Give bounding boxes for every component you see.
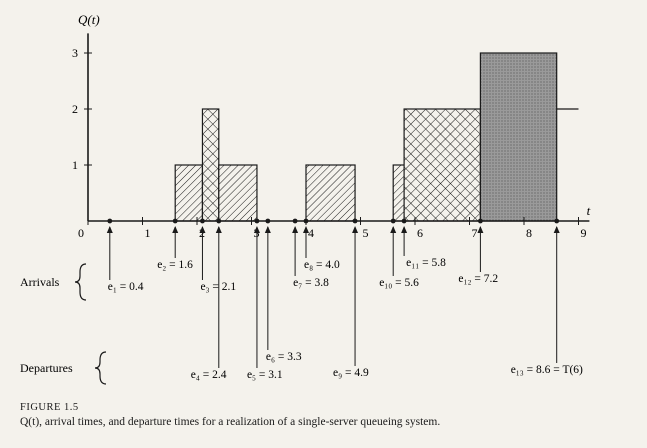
arrival-arrowhead-e10 [390, 226, 397, 233]
arrival-label-e12: e₁₂ = 7.2 [458, 273, 498, 285]
queue-chart: Q(t)t 0123456789123 e₁ = 0.4e₂ = 1.6e₃ =… [20, 12, 591, 385]
step-bar-3 [218, 164, 258, 222]
departures-brace [94, 351, 107, 385]
departure-arrowhead-e5 [253, 226, 260, 233]
arrival-label-e11: e₁₁ = 5.8 [406, 257, 446, 269]
y-tick-label-3: 3 [72, 46, 78, 60]
event-dot-e5 [254, 218, 260, 224]
arrival-label-e10: e₁₀ = 5.6 [379, 277, 419, 289]
event-dot-e13 [554, 218, 560, 224]
departure-arrowhead-e13 [553, 226, 560, 233]
departure-label-e5: e₅ = 3.1 [247, 369, 283, 381]
arrivals-row-label: Arrivals [20, 275, 60, 289]
x-tick-label-4: 4 [308, 226, 314, 240]
event-dot-e3 [200, 218, 205, 224]
event-dot-e4 [216, 218, 222, 224]
step-bar-1 [174, 164, 204, 222]
arrival-arrowhead-e7 [292, 226, 299, 233]
step-bar-11 [479, 52, 558, 222]
event-dot-e6 [265, 218, 271, 224]
departure-arrowhead-e9 [352, 226, 359, 233]
departure-arrowhead-e6 [264, 226, 271, 233]
y-tick-label-2: 2 [72, 102, 78, 116]
event-dot-e8 [303, 218, 309, 224]
event-dot-e12 [478, 218, 483, 224]
event-dot-e11 [401, 218, 407, 224]
step-bar-7 [305, 164, 356, 222]
x-tick-label-1: 1 [145, 226, 151, 240]
event-dot-e10 [390, 218, 396, 224]
arrival-arrowhead-e3 [199, 226, 206, 233]
caption-text: Q(t), arrival times, and departure times… [20, 416, 441, 428]
arrival-arrowhead-e8 [303, 226, 309, 233]
step-bar-2 [201, 108, 220, 222]
figure-label: FIGURE 1.5 [20, 402, 79, 413]
arrival-label-e8: e₈ = 4.0 [304, 259, 340, 271]
departures-row-label: Departures [20, 361, 73, 375]
departure-label-e13: e₁₃ = 8.6 = T(6) [511, 364, 583, 376]
step-bar-9 [392, 164, 405, 222]
arrivals-brace [74, 263, 87, 301]
event-dot-e9 [352, 218, 358, 224]
arrival-arrowhead-e2 [172, 226, 179, 233]
arrival-label-e1: e₁ = 0.4 [108, 281, 144, 293]
departure-arrowhead-e4 [215, 226, 222, 233]
departure-label-e6: e₆ = 3.3 [266, 351, 302, 363]
arrival-label-e2: e₂ = 1.6 [157, 259, 193, 271]
event-dot-e1 [107, 218, 113, 224]
event-dot-e2 [172, 218, 178, 224]
x-tick-label-5: 5 [363, 226, 369, 240]
arrival-label-e7: e₇ = 3.8 [293, 277, 329, 289]
x-tick-label-9: 9 [581, 226, 587, 240]
arrival-arrowhead-e1 [106, 226, 113, 233]
step-bar-10 [403, 108, 482, 222]
x-tick-label-6: 6 [417, 226, 423, 240]
x-tick-label-7: 7 [472, 226, 478, 240]
x-tick-label-8: 8 [526, 226, 532, 240]
x-axis-label: t [587, 203, 591, 218]
arrival-arrowhead-e12 [477, 226, 484, 233]
x-tick-label-0: 0 [78, 226, 84, 240]
y-axis-label: Q(t) [78, 12, 100, 27]
y-tick-label-1: 1 [72, 158, 78, 172]
arrival-arrowhead-e11 [401, 226, 408, 233]
departure-label-e9: e₉ = 4.9 [333, 367, 369, 379]
event-dot-e7 [292, 218, 298, 224]
departure-label-e4: e₄ = 2.4 [191, 369, 227, 381]
figure-caption: FIGURE 1.5 Q(t), arrival times, and depa… [20, 400, 630, 430]
